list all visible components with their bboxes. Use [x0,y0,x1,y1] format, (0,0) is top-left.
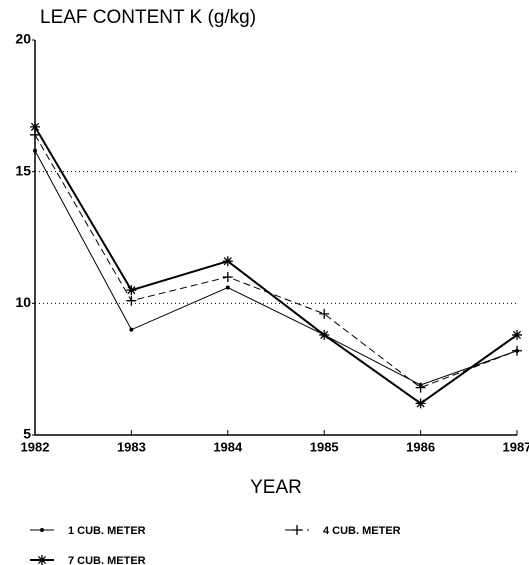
x-axis-label: YEAR [250,477,302,498]
marker-plus [512,345,522,356]
marker-star [222,256,233,267]
marker-star [126,285,137,296]
series-line [34,126,518,405]
marker-star [37,555,47,565]
x-tick-label: 1987 [503,439,529,454]
legend-label: 1 CUB. METER [68,525,146,537]
marker-dot [40,528,44,532]
x-tick-label: 1983 [117,439,146,454]
marker-plus [292,525,302,535]
x-tick-label: 1984 [213,439,243,454]
y-tick-label: 20 [15,31,31,47]
marker-plus [415,382,426,393]
marker-plus [126,295,137,306]
series-line [34,134,518,389]
marker-dot [33,148,37,153]
x-tick-label: 1986 [406,439,435,454]
chart-title: LEAF CONTENT K (g/kg) [40,7,256,28]
marker-dot [129,327,134,332]
legend-label: 7 CUB. METER [68,555,146,565]
y-tick-label: 10 [15,294,31,310]
y-tick-label: 15 [15,162,31,178]
marker-plus [222,272,233,282]
series-line [34,150,518,386]
marker-star [512,329,522,340]
x-tick-label: 1982 [21,439,50,454]
marker-star [415,398,426,409]
legend-label: 4 CUB. METER [323,525,401,537]
marker-plus [319,308,330,319]
x-tick-label: 1985 [310,439,339,454]
y-tick-label: 5 [23,426,31,442]
marker-star [319,329,330,340]
marker-star [30,121,40,132]
marker-dot [225,285,230,290]
